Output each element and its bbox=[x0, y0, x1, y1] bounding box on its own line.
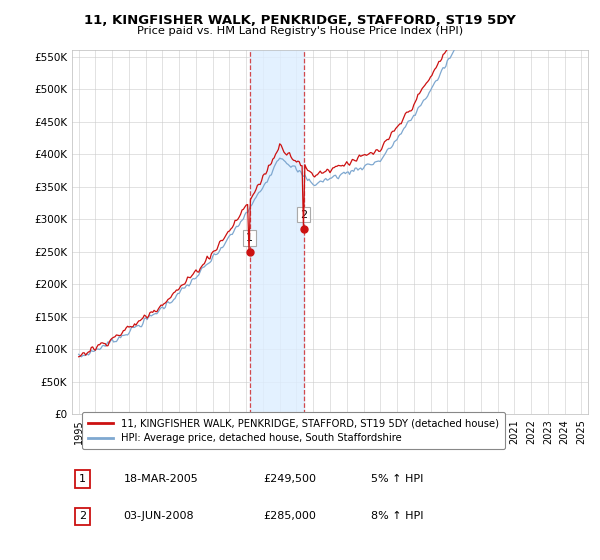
Text: 2: 2 bbox=[79, 511, 86, 521]
Text: 18-MAR-2005: 18-MAR-2005 bbox=[124, 474, 199, 484]
Text: 03-JUN-2008: 03-JUN-2008 bbox=[124, 511, 194, 521]
Text: £285,000: £285,000 bbox=[263, 511, 316, 521]
Bar bbox=[250, 50, 304, 414]
Text: Price paid vs. HM Land Registry's House Price Index (HPI): Price paid vs. HM Land Registry's House … bbox=[137, 26, 463, 36]
Text: 2: 2 bbox=[300, 209, 307, 220]
Text: 5% ↑ HPI: 5% ↑ HPI bbox=[371, 474, 424, 484]
Text: 8% ↑ HPI: 8% ↑ HPI bbox=[371, 511, 424, 521]
Text: 11, KINGFISHER WALK, PENKRIDGE, STAFFORD, ST19 5DY: 11, KINGFISHER WALK, PENKRIDGE, STAFFORD… bbox=[84, 14, 516, 27]
Text: £249,500: £249,500 bbox=[263, 474, 316, 484]
Text: 1: 1 bbox=[79, 474, 86, 484]
Text: 1: 1 bbox=[246, 233, 253, 243]
Legend: 11, KINGFISHER WALK, PENKRIDGE, STAFFORD, ST19 5DY (detached house), HPI: Averag: 11, KINGFISHER WALK, PENKRIDGE, STAFFORD… bbox=[82, 412, 505, 449]
